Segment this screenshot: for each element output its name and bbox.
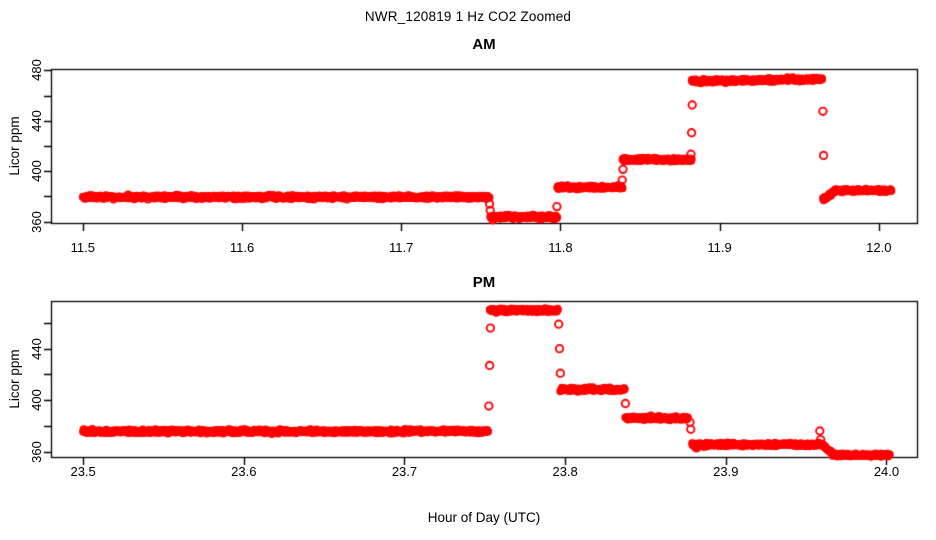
x-tick-label: 24.0 xyxy=(873,464,900,479)
x-tick-label: 12.0 xyxy=(866,240,892,255)
panel-title-am: AM xyxy=(472,36,496,53)
x-tick-label: 11.6 xyxy=(229,240,255,255)
y-tick-label: 400 xyxy=(29,389,44,412)
x-tick-label: 11.9 xyxy=(707,240,732,255)
y-tick-label: 440 xyxy=(29,337,44,360)
panel-title-pm: PM xyxy=(472,274,496,291)
x-tick-label: 23.9 xyxy=(713,464,739,479)
x-tick-label: 23.7 xyxy=(391,464,418,479)
x-tick-label: 11.7 xyxy=(389,240,414,255)
x-tick-label: 23.6 xyxy=(231,464,257,479)
x-tick-label: 23.8 xyxy=(552,464,578,479)
x-tick-label: 23.5 xyxy=(70,464,96,479)
y-tick-label: 360 xyxy=(29,440,44,463)
y-axis-label-pm: Licor ppm xyxy=(7,349,22,409)
x-axis-label: Hour of Day (UTC) xyxy=(427,510,541,525)
x-tick-label: 11.5 xyxy=(70,240,95,255)
y-tick-label: 480 xyxy=(29,59,44,82)
y-axis-label-am: Licor ppm xyxy=(7,116,22,176)
x-tick-label: 11.8 xyxy=(548,240,573,255)
figure-title: NWR_120819 1 Hz CO2 Zoomed xyxy=(364,9,572,24)
